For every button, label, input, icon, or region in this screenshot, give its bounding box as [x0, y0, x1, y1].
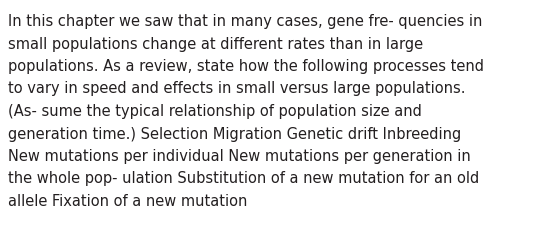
- Text: to vary in speed and effects in small versus large populations.: to vary in speed and effects in small ve…: [8, 81, 465, 96]
- Text: In this chapter we saw that in many cases, gene fre- quencies in: In this chapter we saw that in many case…: [8, 14, 482, 29]
- Text: allele Fixation of a new mutation: allele Fixation of a new mutation: [8, 193, 247, 208]
- Text: the whole pop- ulation Substitution of a new mutation for an old: the whole pop- ulation Substitution of a…: [8, 171, 479, 186]
- Text: New mutations per individual New mutations per generation in: New mutations per individual New mutatio…: [8, 148, 471, 163]
- Text: small populations change at different rates than in large: small populations change at different ra…: [8, 36, 423, 51]
- Text: (As- sume the typical relationship of population size and: (As- sume the typical relationship of po…: [8, 104, 422, 118]
- Text: populations. As a review, state how the following processes tend: populations. As a review, state how the …: [8, 59, 484, 74]
- Text: generation time.) Selection Migration Genetic drift Inbreeding: generation time.) Selection Migration Ge…: [8, 126, 461, 141]
